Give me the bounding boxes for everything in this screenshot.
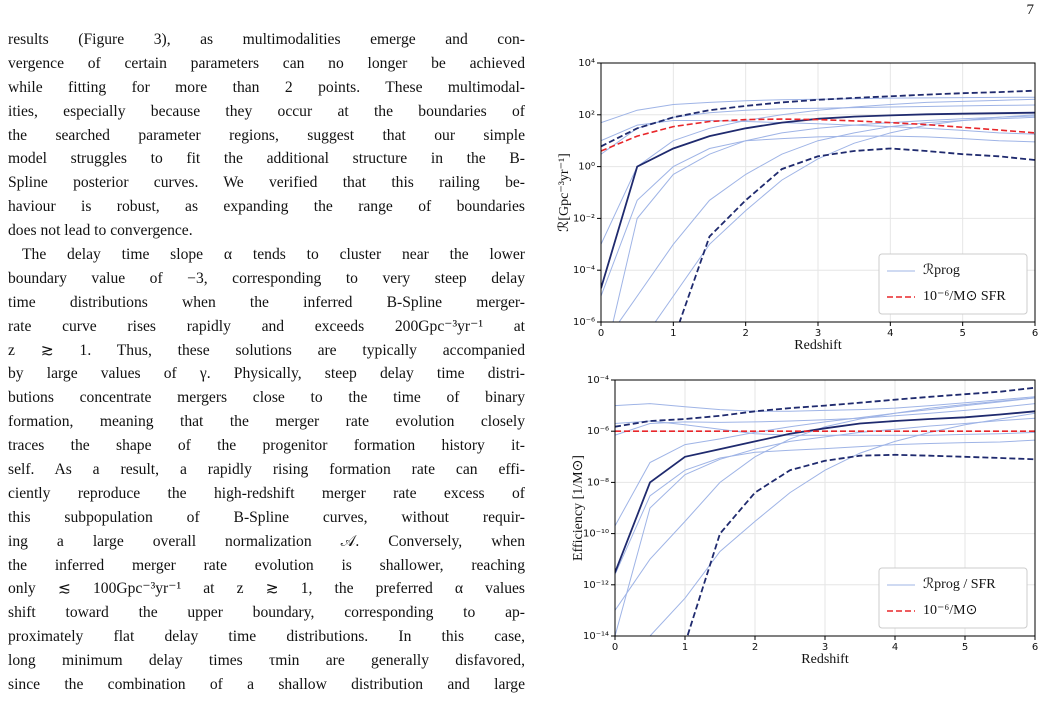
curve — [601, 120, 1035, 142]
x-tick-label: 6 — [1032, 328, 1038, 339]
text-line: butions concentrate mergers close to the… — [8, 389, 525, 407]
text-line: proximately flat delay time distribution… — [8, 628, 525, 646]
curve — [615, 403, 1035, 436]
curve — [601, 96, 1035, 124]
curve — [654, 114, 1035, 322]
x-tick-label: 3 — [815, 328, 821, 339]
legend-box — [878, 567, 1028, 629]
y-axis-label: Efficiency [1/M⊙] — [571, 455, 586, 561]
x-tick-label: 1 — [682, 642, 688, 653]
x-tick-label: 5 — [962, 642, 968, 653]
text-line: by large values of γ. Physically, steep … — [8, 365, 525, 383]
text-line: only ≲ 100Gpc⁻³yr⁻¹ at z ≳ 1, the prefer… — [8, 580, 525, 598]
curve — [615, 386, 1035, 428]
text-line: shift toward the upper boundary, corresp… — [8, 604, 525, 622]
y-tick-label: 10⁻⁴ — [587, 375, 609, 386]
curve — [612, 115, 1035, 322]
text-line: the inferred merger rate evolution is sh… — [8, 556, 525, 574]
y-tick-label: 10⁻⁶ — [573, 317, 595, 328]
text-line: rate curve rises rapidly and exceeds 200… — [8, 317, 525, 335]
plot-lines — [615, 386, 1035, 636]
curve — [615, 397, 1035, 527]
curve — [615, 420, 1035, 436]
x-tick-label: 1 — [670, 328, 676, 339]
curve — [615, 417, 1035, 636]
y-tick-label: 10⁻¹² — [583, 580, 609, 591]
curve — [678, 147, 1035, 322]
text-line: z ≳ 1. Thus, these solutions are typical… — [8, 341, 525, 359]
x-tick-label: 2 — [752, 642, 758, 653]
curve — [601, 98, 1035, 245]
text-line: long minimum delay times τmin are genera… — [8, 652, 525, 670]
curve — [615, 397, 1035, 611]
axes-frame — [614, 379, 1036, 637]
x-axis-label: Redshift — [801, 652, 849, 667]
plot-lines — [601, 89, 1035, 322]
text-column: results (Figure 3), as multimodalities e… — [8, 28, 525, 697]
legend-box — [878, 253, 1028, 315]
text-line: results (Figure 3), as multimodalities e… — [8, 31, 525, 48]
curve — [601, 118, 1035, 152]
x-axis-label: Redshift — [794, 338, 842, 353]
x-tick-label: 4 — [892, 642, 898, 653]
legend-label: 10⁻⁶/M⊙ SFR — [923, 289, 1006, 304]
y-tick-label: 10⁻¹⁰ — [583, 529, 609, 540]
text-line: while fitting for more than 2 points. Th… — [8, 78, 525, 96]
text-line: boundary value of −3, corresponding to v… — [8, 269, 525, 287]
y-tick-label: 10⁻⁸ — [587, 477, 609, 488]
text-line: time distributions when the inferred B-S… — [8, 293, 525, 311]
text-line: traces the shape of the progenitor forma… — [8, 437, 525, 455]
text-line: ing a large overall normalization 𝒜. Con… — [8, 532, 525, 550]
text-line: haviour is robust, as expanding the rang… — [8, 198, 525, 216]
y-axis-label: ℛ[Gpc⁻³yr⁻¹] — [557, 153, 572, 232]
x-tick-label: 5 — [959, 328, 965, 339]
curve — [601, 104, 1035, 155]
y-tick-label: 10⁴ — [578, 58, 595, 69]
x-tick-label: 6 — [1032, 642, 1038, 653]
axes-frame — [600, 62, 1036, 323]
text-line: vergence of certain parameters can no lo… — [8, 54, 525, 72]
text-line: ciently reproduce the high-redshift merg… — [8, 484, 525, 502]
page-number: 7 — [1026, 2, 1035, 18]
curve — [601, 135, 1035, 297]
x-tick-label: 0 — [598, 328, 604, 339]
text-line: formation, meaning that the merger rate … — [8, 413, 525, 431]
legend-label: ℛprog — [923, 263, 960, 278]
text-line: self. As a result, a rapidly rising form… — [8, 461, 525, 479]
y-tick-label: 10⁻⁶ — [587, 426, 609, 437]
text-line: The delay time slope α tends to cluster … — [22, 246, 525, 264]
curve — [649, 412, 1035, 636]
text-line: this subpopulation of B-Spline curves, w… — [8, 508, 525, 526]
text-line: does not lead to convergence. — [8, 222, 193, 240]
curve — [615, 396, 1035, 412]
legend-label: 10⁻⁶/M⊙ — [923, 603, 977, 618]
y-tick-label: 10⁻⁴ — [573, 265, 595, 276]
y-tick-label: 10⁻² — [573, 213, 595, 224]
text-line: the searched parameter regions, suggest … — [8, 126, 525, 144]
y-tick-label: 10⁻¹⁴ — [583, 631, 609, 642]
text-line: model struggles to fit the additional st… — [8, 150, 525, 168]
x-tick-label: 3 — [822, 642, 828, 653]
x-tick-label: 0 — [612, 642, 618, 653]
text-line: since the combination of a shallow distr… — [8, 676, 525, 694]
curve — [615, 439, 1035, 575]
x-tick-label: 2 — [742, 328, 748, 339]
curve — [615, 410, 1035, 573]
y-tick-label: 10⁰ — [578, 162, 595, 173]
x-tick-label: 4 — [887, 328, 893, 339]
curve — [686, 453, 1035, 636]
text-line: ities, especially because they occur at … — [8, 102, 525, 120]
y-tick-label: 10² — [578, 110, 595, 121]
text-line: Spline posterior curves. We verified tha… — [8, 174, 525, 192]
legend-label: ℛprog / SFR — [923, 577, 996, 592]
